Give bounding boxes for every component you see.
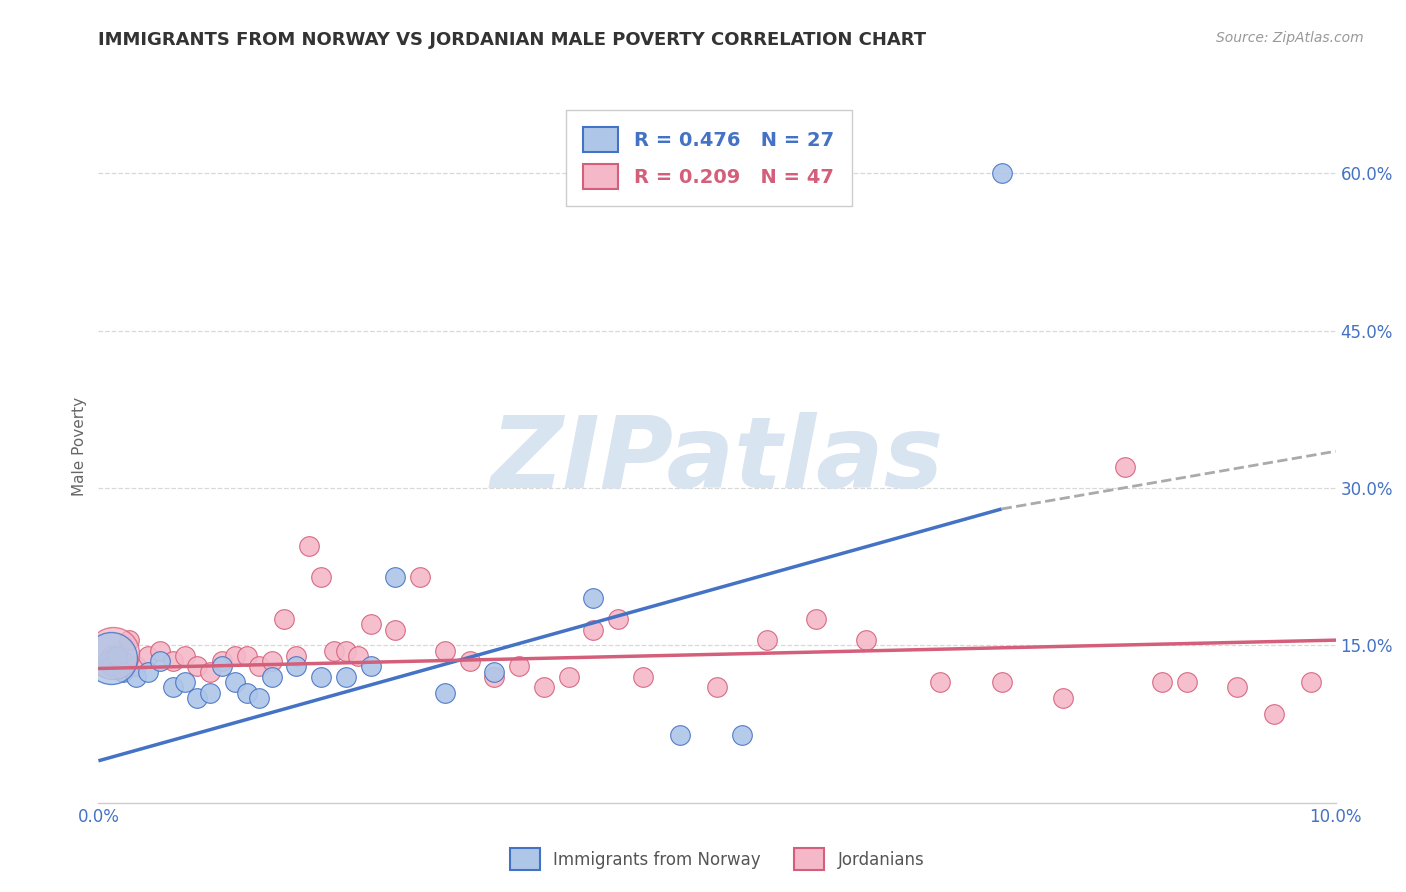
Text: ZIPatlas: ZIPatlas xyxy=(491,412,943,508)
Point xyxy=(105,648,128,663)
Point xyxy=(285,648,308,663)
Point xyxy=(669,728,692,742)
Point xyxy=(224,648,246,663)
Point xyxy=(1226,681,1249,695)
Point xyxy=(409,570,432,584)
Point xyxy=(384,570,406,584)
Point xyxy=(309,670,332,684)
Point xyxy=(582,623,605,637)
Point xyxy=(100,651,122,665)
Point xyxy=(162,681,184,695)
Point xyxy=(198,685,221,699)
Point xyxy=(186,690,208,705)
Point xyxy=(706,681,728,695)
Point xyxy=(1114,460,1136,475)
Point xyxy=(384,623,406,637)
Point xyxy=(124,670,146,684)
Point xyxy=(149,643,172,657)
Point xyxy=(124,659,146,673)
Point xyxy=(607,612,630,626)
Point xyxy=(755,633,778,648)
Text: Source: ZipAtlas.com: Source: ZipAtlas.com xyxy=(1216,31,1364,45)
Point xyxy=(1052,690,1074,705)
Point xyxy=(236,685,259,699)
Point xyxy=(360,659,382,673)
Point xyxy=(582,591,605,606)
Legend: Immigrants from Norway, Jordanians: Immigrants from Norway, Jordanians xyxy=(503,842,931,877)
Point xyxy=(508,659,530,673)
Point xyxy=(855,633,877,648)
Point xyxy=(103,646,125,660)
Point xyxy=(162,654,184,668)
Point xyxy=(322,643,344,657)
Point xyxy=(458,654,481,668)
Point xyxy=(804,612,827,626)
Point xyxy=(211,659,233,673)
Point xyxy=(990,675,1012,690)
Point xyxy=(433,685,456,699)
Point xyxy=(298,539,321,553)
Point xyxy=(118,633,141,648)
Point xyxy=(112,654,135,668)
Point xyxy=(273,612,295,626)
Point xyxy=(928,675,950,690)
Point xyxy=(1299,675,1322,690)
Point xyxy=(1263,706,1285,721)
Y-axis label: Male Poverty: Male Poverty xyxy=(72,396,87,496)
Point xyxy=(484,665,506,679)
Point xyxy=(557,670,579,684)
Point xyxy=(260,670,283,684)
Point xyxy=(136,648,159,663)
Point xyxy=(484,670,506,684)
Point xyxy=(100,648,122,663)
Point xyxy=(136,665,159,679)
Text: IMMIGRANTS FROM NORWAY VS JORDANIAN MALE POVERTY CORRELATION CHART: IMMIGRANTS FROM NORWAY VS JORDANIAN MALE… xyxy=(98,31,927,49)
Point xyxy=(198,665,221,679)
Point xyxy=(112,665,135,679)
Point xyxy=(347,648,370,663)
Point xyxy=(360,617,382,632)
Point xyxy=(309,570,332,584)
Point xyxy=(247,659,270,673)
Point xyxy=(247,690,270,705)
Point xyxy=(1152,675,1174,690)
Point xyxy=(990,166,1012,180)
Point xyxy=(174,648,197,663)
Point xyxy=(174,675,197,690)
Point xyxy=(149,654,172,668)
Point xyxy=(100,659,122,673)
Point xyxy=(335,670,357,684)
Point xyxy=(433,643,456,657)
Point xyxy=(211,654,233,668)
Point xyxy=(186,659,208,673)
Point xyxy=(1175,675,1198,690)
Point xyxy=(260,654,283,668)
Point xyxy=(731,728,754,742)
Point xyxy=(335,643,357,657)
Point xyxy=(533,681,555,695)
Point xyxy=(631,670,654,684)
Point xyxy=(224,675,246,690)
Point xyxy=(285,659,308,673)
Point xyxy=(97,654,120,668)
Point xyxy=(236,648,259,663)
